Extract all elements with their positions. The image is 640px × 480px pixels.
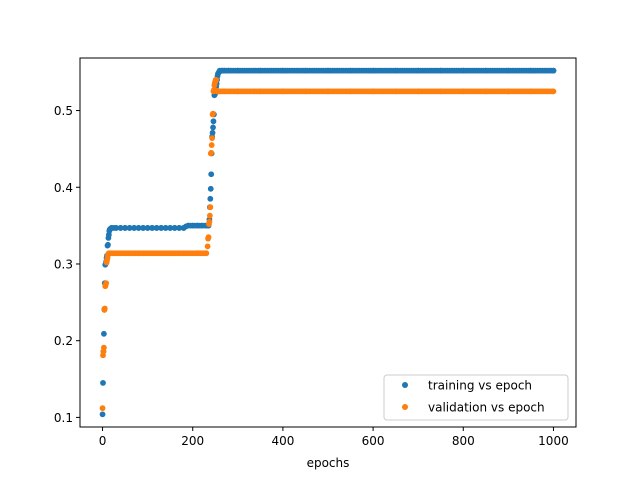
data-point-series-1 (176, 225, 183, 231)
plot-points (99, 67, 557, 418)
data-point-series-2 (207, 204, 214, 211)
data-point-series-1 (140, 225, 147, 231)
data-point-series-1 (131, 225, 138, 231)
axes-frame (79, 57, 577, 428)
data-point-series-2 (206, 212, 213, 219)
y-tick-label: 0.3 (54, 257, 73, 271)
data-point-series-2 (101, 344, 107, 351)
x-tick-label: 200 (181, 434, 204, 448)
data-point-series-2 (206, 218, 213, 225)
y-tick-label: 0.4 (54, 181, 73, 195)
data-point-series-2 (213, 76, 220, 83)
y-axis-ticks: 0.1 0.2 0.3 0.4 0.5 (54, 104, 80, 425)
data-point-series-2 (549, 88, 556, 95)
data-point-series-1 (122, 225, 128, 231)
data-point-series-1 (550, 67, 557, 74)
x-axis-label: epochs (307, 456, 350, 470)
data-point-series-1 (99, 411, 106, 418)
y-tick-label: 0.2 (54, 334, 73, 348)
data-point-series-1 (171, 225, 178, 231)
data-point-series-1 (210, 124, 216, 131)
data-point-series-1 (207, 195, 214, 202)
legend-marker-training (402, 382, 408, 388)
data-point-series-2 (210, 110, 216, 117)
data-point-series-1 (144, 225, 151, 231)
x-tick-label: 800 (452, 434, 475, 448)
data-point-series-2 (103, 280, 110, 287)
data-point-series-1 (108, 225, 115, 231)
y-tick-label: 0.5 (54, 104, 73, 118)
data-point-series-1 (101, 330, 107, 337)
data-point-series-1 (210, 118, 217, 125)
legend-marker-validation (402, 404, 408, 410)
data-point-series-2 (99, 405, 106, 412)
data-point-series-1 (207, 185, 214, 192)
data-point-series-2 (205, 234, 212, 241)
legend: training vs epoch validation vs epoch (383, 374, 569, 421)
legend-label-training: training vs epoch (428, 379, 532, 393)
data-point-series-1 (167, 225, 174, 231)
data-point-series-1 (105, 241, 111, 248)
x-tick-label: 1000 (538, 434, 569, 448)
data-point-series-1 (153, 225, 160, 231)
data-point-series-1 (149, 225, 156, 231)
x-tick-label: 600 (362, 434, 385, 448)
data-point-series-2 (208, 149, 215, 156)
legend-label-validation: validation vs epoch (428, 401, 545, 415)
data-point-series-2 (208, 142, 215, 148)
data-point-series-1 (113, 225, 119, 231)
x-axis-ticks: 0 200 400 600 800 1000 (99, 427, 569, 448)
data-point-series-2 (209, 135, 216, 142)
data-point-series-1 (100, 379, 106, 386)
data-point-series-1 (135, 225, 142, 231)
x-tick-label: 400 (271, 434, 294, 448)
data-point-series-1 (158, 225, 165, 231)
data-point-series-1 (208, 171, 215, 178)
data-point-series-1 (180, 225, 187, 231)
data-point-series-2 (204, 243, 211, 250)
data-point-series-1 (162, 225, 169, 231)
data-point-series-1 (117, 225, 124, 231)
data-point-series-2 (101, 305, 108, 312)
legend-box (383, 374, 569, 421)
y-tick-label: 0.1 (54, 411, 73, 425)
data-point-series-2 (203, 250, 210, 257)
data-point-series-1 (209, 129, 216, 136)
x-tick-label: 0 (99, 434, 107, 448)
data-point-series-1 (126, 225, 133, 231)
